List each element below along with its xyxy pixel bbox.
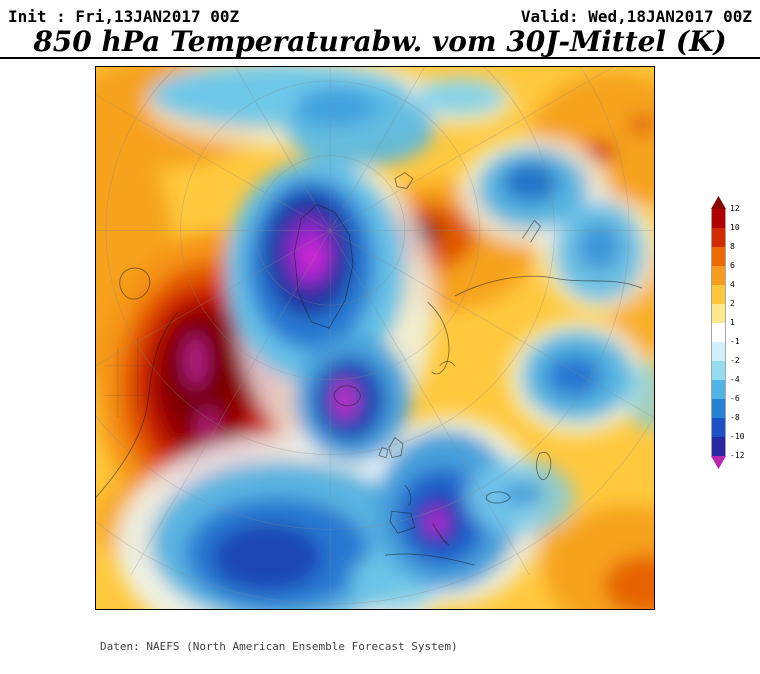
colorbar-band [712,266,725,285]
colorbar-tick-label: 1 [730,318,735,327]
footer: Daten: NAEFS (North American Ensemble Fo… [100,614,458,674]
colorbar-band [712,361,725,380]
colorbar-tick-label: 8 [730,242,735,251]
valid-label: Valid: Wed,18JAN2017 00Z [520,7,752,26]
colorbar-band [712,209,725,228]
colorbar-tick-label: -10 [730,432,745,441]
anomaly-map [95,66,655,610]
colorbar-tick-label: -8 [730,413,740,422]
colorbar-labels: 12 10 8 6 4 2 1 -1 -2 -4 -6 -8 -10 -12 [730,196,754,476]
colorbar-tick-label: 2 [730,299,735,308]
header-divider [0,57,760,59]
colorbar: 12 10 8 6 4 2 1 -1 -2 -4 -6 -8 -10 -12 [711,196,755,476]
colorbar-tick-label: 10 [730,223,740,232]
colorbar-band [712,304,725,323]
colorbar-tick-label: -1 [730,337,740,346]
colorbar-cap-top [711,196,726,209]
colorbar-tick-label: -6 [730,394,740,403]
graticule-lines [96,67,654,609]
colorbar-band [712,399,725,418]
colorbar-bands [711,209,726,456]
colorbar-band [712,380,725,399]
colorbar-tick-label: 12 [730,204,740,213]
colorbar-band [712,418,725,437]
state-border-lines [103,338,156,418]
colorbar-band [712,342,725,361]
colorbar-cap-bottom [711,456,726,469]
footer-data-source: Daten: NAEFS (North American Ensemble Fo… [100,640,458,653]
colorbar-band [712,228,725,247]
colorbar-band [712,285,725,304]
coastlines [96,172,643,566]
colorbar-tick-label: 6 [730,261,735,270]
colorbar-band [712,437,725,456]
colorbar-band [712,247,725,266]
colorbar-tick-label: -4 [730,375,740,384]
anomaly-color-field [96,67,654,609]
init-label: Init : Fri,13JAN2017 00Z [8,7,240,26]
colorbar-tick-label: -2 [730,356,740,365]
colorbar-tick-label: 4 [730,280,735,289]
map-canvas [96,67,654,609]
colorbar-tick-label: -12 [730,451,745,460]
colorbar-band [712,323,725,342]
page-title: 850 hPa Temperaturabw. vom 30J-Mittel (K… [33,25,727,58]
